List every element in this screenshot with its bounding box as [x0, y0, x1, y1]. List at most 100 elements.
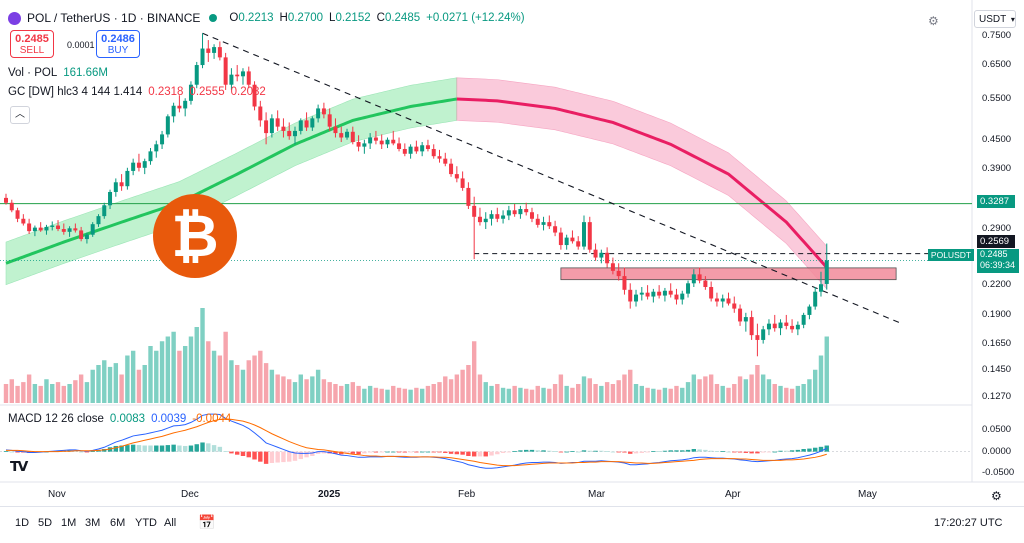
candle-body	[287, 130, 292, 137]
candle-body	[454, 174, 459, 179]
volume-bar	[171, 331, 176, 403]
macd-histogram-bar	[148, 445, 153, 452]
timeframe-1d-button[interactable]: 1D	[15, 517, 30, 529]
current-price-tag: 0.2485 06:39:34	[977, 249, 1019, 273]
volume-bar	[541, 387, 546, 403]
macd-histogram-bar	[356, 451, 361, 455]
sell-button[interactable]: 0.2485 SELL	[10, 30, 54, 58]
macd-histogram-bar	[263, 451, 269, 464]
volume-bar	[55, 382, 61, 403]
volume-bar	[9, 379, 14, 403]
candle-body	[483, 218, 488, 223]
volume-bar	[443, 376, 448, 403]
macd-histogram-bar	[15, 451, 20, 453]
candle-body	[778, 322, 783, 329]
volume-bar	[807, 379, 812, 403]
settings-gear-icon[interactable]: ⚙	[991, 489, 1002, 503]
macd-histogram-bar	[807, 448, 812, 452]
currency-dropdown[interactable]: USDT ▾	[974, 10, 1016, 28]
candle-body	[610, 263, 615, 271]
collapse-chevron-icon[interactable]: ︿	[10, 106, 30, 124]
candle-body	[194, 65, 199, 85]
gc-midline-red	[456, 97, 828, 269]
macd-histogram-bar	[454, 451, 460, 455]
volume-bar	[304, 379, 309, 403]
timeframe-all-button[interactable]: All	[164, 517, 177, 529]
volume-bar	[21, 382, 26, 403]
macd-histogram-bar	[229, 451, 234, 454]
macd-histogram-bar	[194, 444, 199, 452]
date-range-calendar-icon[interactable]: 📅	[198, 514, 216, 530]
volume-bar	[495, 384, 500, 403]
macd-histogram-bar	[772, 451, 777, 453]
candle-body	[310, 118, 315, 128]
candle-body	[217, 47, 222, 58]
candle-body	[125, 170, 130, 187]
volume-bar	[818, 355, 824, 403]
timeframe-3m-button[interactable]: 3M	[85, 517, 101, 529]
macd-histogram-bar	[587, 450, 592, 452]
symbol-price-tag: POLUSDT	[928, 249, 974, 261]
candle-body	[443, 158, 448, 164]
crypto-logo-icon	[153, 194, 237, 278]
volume-bar	[362, 388, 367, 403]
volume-bar	[78, 374, 84, 403]
volume-bar	[483, 382, 488, 403]
macd-histogram-bar	[743, 451, 749, 453]
candle-body	[350, 131, 355, 143]
macd-histogram-bar	[651, 451, 656, 452]
candle-body	[368, 137, 373, 144]
macd-histogram-bar	[125, 445, 130, 452]
price-tick-label: 0.5500	[982, 92, 1012, 104]
volume-bar	[662, 387, 668, 403]
timeframe-6m-button[interactable]: 6M	[110, 517, 126, 529]
price-tick-label: 0.1650	[982, 337, 1012, 349]
candle-body	[524, 209, 529, 213]
macd-histogram-bar	[310, 451, 315, 456]
volume-bar	[651, 388, 656, 403]
candle-body	[639, 292, 644, 295]
macd-histogram-bar	[165, 445, 171, 452]
volume-bar	[766, 379, 772, 403]
timeframe-ytd-button[interactable]: YTD	[135, 517, 157, 529]
candle-body	[512, 210, 517, 215]
candle-body	[131, 162, 136, 171]
volume-bar	[321, 379, 327, 403]
symbol-legend: POL / TetherUS · 1D · BINANCE O0.2213 H0…	[8, 11, 525, 25]
candle-body	[379, 140, 384, 145]
macd-histogram-bar	[142, 445, 147, 452]
macd-histogram-bar	[795, 449, 801, 452]
buy-button[interactable]: 0.2486 BUY	[96, 30, 140, 58]
candle-body	[165, 116, 170, 135]
utc-clock[interactable]: 17:20:27 UTC	[934, 517, 1003, 529]
volume-bar	[125, 355, 130, 403]
timeframe-1m-button[interactable]: 1M	[61, 517, 77, 529]
macd-histogram-bar	[460, 451, 465, 455]
candle-body	[680, 293, 685, 300]
candle-body	[477, 216, 482, 223]
macd-value-1: 0.0083	[109, 413, 146, 425]
candle-body	[541, 222, 546, 225]
volume-bar	[564, 385, 569, 403]
gear-icon[interactable]: ⚙	[928, 14, 939, 28]
candle-body	[142, 161, 147, 168]
timeframe-5d-button[interactable]: 5D	[38, 517, 53, 529]
macd-histogram-bar	[564, 451, 569, 453]
candle-body	[587, 222, 592, 250]
volume-bar	[697, 379, 702, 403]
macd-histogram-bar	[581, 450, 587, 452]
volume-bar	[263, 363, 269, 403]
volume-bar	[471, 341, 477, 403]
descending-trendline	[202, 32, 903, 325]
macd-histogram-bar	[379, 451, 384, 453]
candle-body	[720, 298, 725, 302]
candle-body	[136, 162, 141, 168]
macd-histogram-bar	[298, 451, 303, 460]
macd-histogram-bar	[760, 451, 766, 453]
volume-bar	[50, 384, 55, 403]
volume-bar	[194, 327, 199, 403]
volume-bar	[760, 374, 766, 403]
candle-body	[56, 225, 61, 230]
volume-bar	[419, 388, 425, 403]
